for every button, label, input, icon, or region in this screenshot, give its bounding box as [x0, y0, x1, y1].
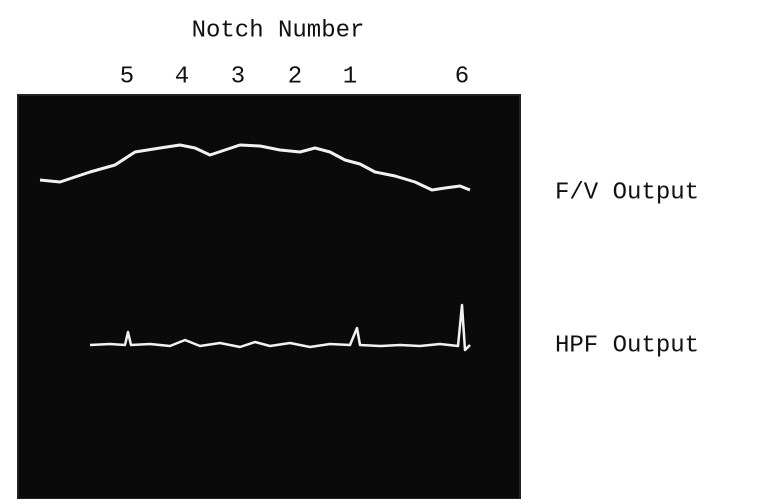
- notch-label: 5: [120, 63, 134, 90]
- trace-label: HPF Output: [555, 332, 699, 359]
- notch-label: 6: [455, 63, 469, 90]
- notch-label: 3: [231, 63, 245, 90]
- trace-label: F/V Output: [555, 179, 699, 206]
- figure-title: Notch Number: [192, 17, 365, 44]
- oscilloscope-screen: [18, 95, 520, 499]
- notch-label: 1: [343, 63, 357, 90]
- figure: Notch Number 5 4 3 2 1 6 F/V Output HPF …: [0, 0, 760, 499]
- notch-label: 4: [175, 63, 189, 90]
- notch-label: 2: [288, 63, 302, 90]
